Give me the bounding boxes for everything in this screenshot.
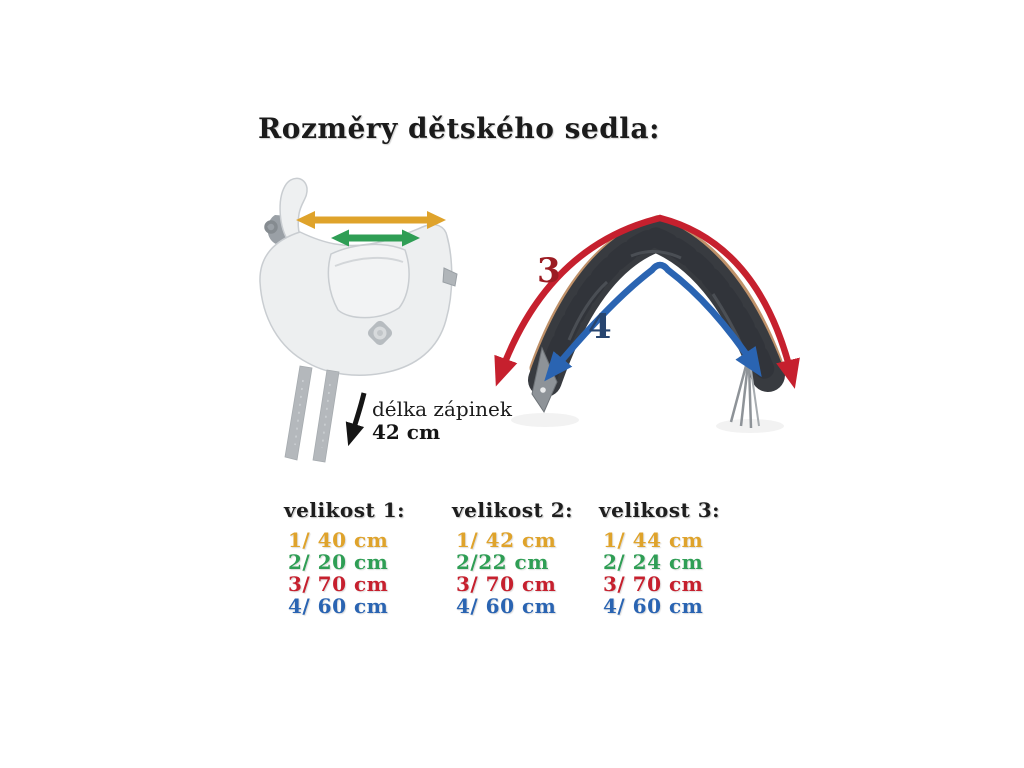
size-tables: velikost 1: 1/ 40 cm 2/ 20 cm 3/ 70 cm 4… [0,498,1024,628]
page-title: Rozměry dětského sedla: [258,112,660,145]
shadow-left [511,413,579,427]
size-column-3: velikost 3: 1/ 44 cm 2/ 24 cm 3/ 70 cm 4… [599,498,749,617]
measure-2-arrow [331,229,420,247]
measure-4-label: 4 [588,307,612,347]
strap-length-arrow [338,390,378,452]
saddle-side-view-illustration [245,170,475,470]
measure-3-label: 3 [537,251,561,291]
size-row: 4/ 60 cm [456,594,557,618]
strap-length-value: 42 cm [372,420,441,444]
size-column-header: velikost 1: [284,498,405,522]
saddle-underside-drawing: 3 4 [494,214,800,433]
saddle-handle [279,177,308,245]
size-row: 2/ 20 cm [288,550,389,574]
brand-badge [367,320,393,346]
size-row: 1/ 40 cm [288,528,389,552]
size-row: 4/ 60 cm [288,594,389,618]
size-row: 1/ 44 cm [603,528,704,552]
fleece-panel [528,216,785,397]
size-column-1: velikost 1: 1/ 40 cm 2/ 20 cm 3/ 70 cm 4… [284,498,434,617]
size-column-header: velikost 2: [452,498,573,522]
measure-1-arrow [296,211,446,229]
measure-4-arrow [544,261,762,382]
girth-straps [284,365,340,463]
strap-length-label: délka zápinek [372,397,512,421]
size-row: 2/ 24 cm [603,550,704,574]
size-column-header: velikost 3: [599,498,720,522]
size-row: 1/ 42 cm [456,528,557,552]
size-row: 2/22 cm [456,550,549,574]
size-row: 3/ 70 cm [288,572,389,596]
strap-length-note: délka zápinek 42 cm [372,398,512,444]
saddle-flap [327,243,410,319]
stirrup-bar [442,267,458,287]
saddle-underside-illustration: 3 4 [485,190,820,435]
size-row: 3/ 70 cm [456,572,557,596]
size-column-2: velikost 2: 1/ 42 cm 2/22 cm 3/ 70 cm 4/… [452,498,602,617]
size-row: 3/ 70 cm [603,572,704,596]
measure-3-arrow [494,214,800,389]
saddle-side-view-drawing [259,177,458,463]
size-row: 4/ 60 cm [603,594,704,618]
